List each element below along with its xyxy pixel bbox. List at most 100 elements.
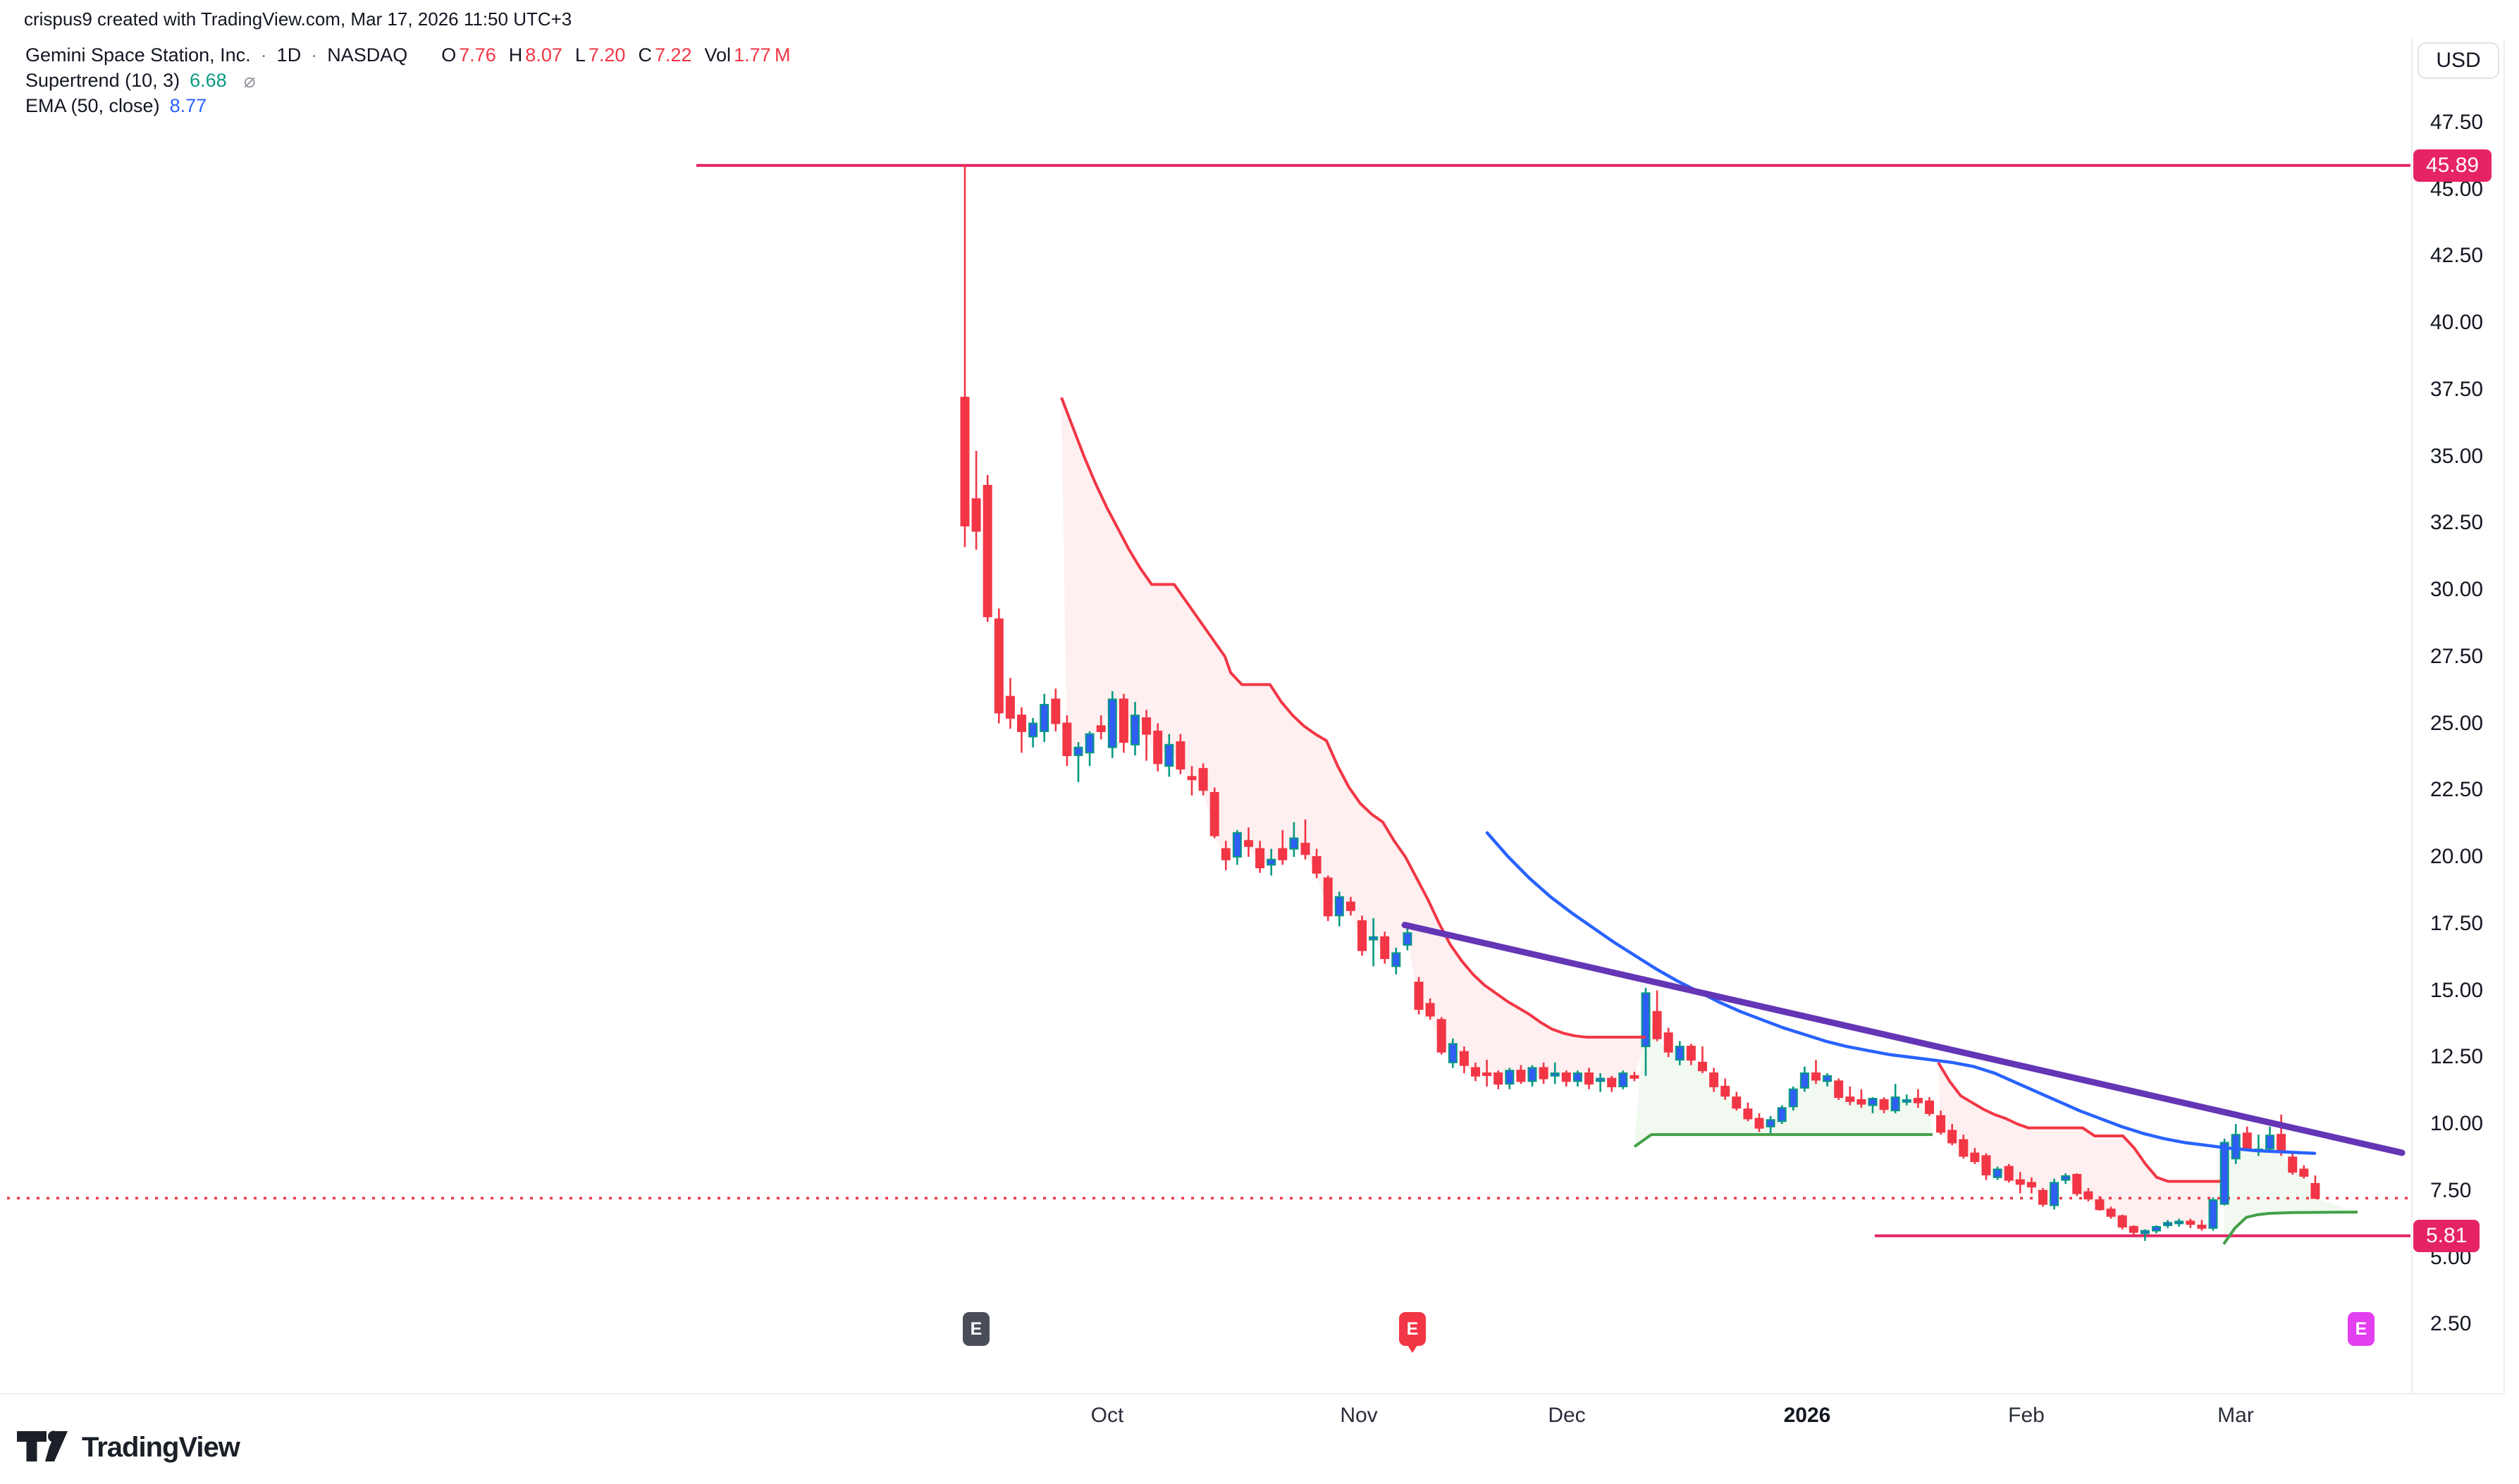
- candle-body: [1040, 703, 1049, 732]
- candle-body: [1255, 848, 1265, 869]
- candle-body: [1221, 848, 1231, 860]
- close-label: C: [638, 44, 652, 66]
- candle-body: [1981, 1155, 1991, 1176]
- open-label: O: [441, 44, 457, 66]
- price-axis-label: 22.50: [2430, 778, 2484, 802]
- chart-legend: Gemini Space Station, Inc. · 1D · NASDAQ…: [25, 42, 791, 118]
- candle-body: [2174, 1220, 2184, 1225]
- supertrend-fill: [2224, 1134, 2358, 1244]
- candle-body: [1300, 843, 1310, 855]
- candle-body: [1766, 1119, 1775, 1127]
- separator-dot: ·: [260, 44, 267, 66]
- symbol-name[interactable]: Gemini Space Station, Inc.: [25, 44, 251, 66]
- high-label: H: [508, 44, 523, 66]
- candle-body: [2265, 1134, 2274, 1150]
- candle-body: [2072, 1174, 2082, 1194]
- volume-label: Vol: [704, 44, 732, 66]
- candle-body: [960, 397, 970, 527]
- tradingview-logo-text: TradingView: [82, 1431, 240, 1463]
- tradingview-logo-icon: [17, 1430, 68, 1461]
- close-value: 7.22: [654, 44, 692, 66]
- candle-body: [1879, 1099, 1889, 1111]
- supertrend-name: Supertrend (10, 3): [25, 69, 180, 91]
- candle-body: [2061, 1175, 2071, 1181]
- candle-body: [1709, 1072, 1719, 1087]
- ema-line: [1485, 831, 2317, 1155]
- legend-supertrend-row[interactable]: Supertrend (10, 3) 6.68 ⌀: [25, 68, 791, 93]
- candle-body: [1902, 1099, 1911, 1103]
- candle-body: [2140, 1230, 2150, 1235]
- candle-body: [2277, 1134, 2286, 1153]
- candle-body: [2310, 1182, 2320, 1199]
- timeframe-label[interactable]: 1D: [276, 44, 302, 66]
- price-axis-label: 12.50: [2430, 1045, 2484, 1069]
- candle-body: [1823, 1075, 1833, 1082]
- candle-body: [1777, 1107, 1787, 1123]
- candle-body: [1584, 1072, 1594, 1085]
- time-axis-label: Oct: [1090, 1404, 1124, 1427]
- candle-body: [1993, 1168, 2002, 1178]
- candle-body: [1890, 1096, 1900, 1112]
- candle-body: [2197, 1225, 2207, 1229]
- candle-body: [1278, 848, 1288, 860]
- candle-body: [1391, 952, 1401, 967]
- candle-body: [1005, 695, 1015, 719]
- price-axis-label: 17.50: [2430, 911, 2484, 935]
- candle-body: [1267, 858, 1276, 866]
- candle-body: [2038, 1189, 2047, 1205]
- supertrend-line: [1937, 1061, 2220, 1183]
- candle-body: [1720, 1085, 1730, 1097]
- time-axis-label: Feb: [2008, 1404, 2045, 1427]
- earnings-marker[interactable]: E: [963, 1312, 990, 1346]
- price-axis-label: 2.50: [2430, 1312, 2472, 1336]
- candle-body: [1799, 1072, 1809, 1089]
- earnings-marker[interactable]: E: [2348, 1312, 2375, 1346]
- candle-body: [1414, 982, 1424, 1010]
- candle-body: [1845, 1096, 1855, 1102]
- candle-body: [1596, 1077, 1606, 1082]
- candle-body: [1607, 1077, 1617, 1087]
- candle-body: [2004, 1165, 2014, 1181]
- candle-body: [1153, 730, 1163, 765]
- earnings-marker[interactable]: E: [1399, 1312, 1426, 1353]
- candle-body: [1085, 733, 1095, 754]
- candle-body: [1550, 1072, 1560, 1077]
- candle-body: [1334, 896, 1344, 917]
- supertrend-fill: [1634, 993, 1933, 1147]
- candle-body: [1028, 722, 1038, 738]
- candle-body: [2242, 1132, 2252, 1149]
- candle-body: [1732, 1096, 1742, 1109]
- earnings-marker-tail: [1406, 1343, 1419, 1353]
- separator-dot: ·: [311, 44, 318, 66]
- candle-body: [1209, 792, 1219, 836]
- legend-ema-row[interactable]: EMA (50, close) 8.77: [25, 93, 791, 118]
- candle-body: [1187, 776, 1197, 781]
- supertrend-line: [2222, 1211, 2358, 1245]
- candle-body: [2015, 1179, 2025, 1185]
- candle-body: [2050, 1182, 2059, 1206]
- ema-value: 8.77: [169, 94, 207, 116]
- currency-button[interactable]: USD: [2418, 42, 2499, 79]
- price-axis-label: 30.00: [2430, 578, 2484, 601]
- volume-value: 1.77 M: [734, 44, 791, 66]
- candle-body: [2117, 1215, 2127, 1228]
- supertrend-line: [1633, 1133, 1933, 1148]
- candle-body: [1652, 1010, 1662, 1039]
- candle-body: [1062, 722, 1072, 756]
- low-label: L: [574, 44, 586, 66]
- candle-body: [994, 618, 1004, 714]
- candle-body: [1073, 746, 1083, 756]
- hide-indicator-icon[interactable]: ⌀: [243, 69, 256, 92]
- candle-body: [1539, 1067, 1548, 1080]
- candle-body: [1323, 877, 1333, 917]
- candle-body: [1698, 1061, 1707, 1072]
- candle-body: [2152, 1225, 2161, 1232]
- price-axis-label: 35.00: [2430, 444, 2484, 468]
- candle-body: [2288, 1156, 2298, 1173]
- candle-body: [2026, 1182, 2036, 1188]
- price-badge: 45.89: [2413, 149, 2492, 182]
- supertrend-fill: [1938, 1062, 2220, 1232]
- candle-body: [1244, 840, 1253, 847]
- tradingview-logo[interactable]: TradingView: [17, 1429, 240, 1466]
